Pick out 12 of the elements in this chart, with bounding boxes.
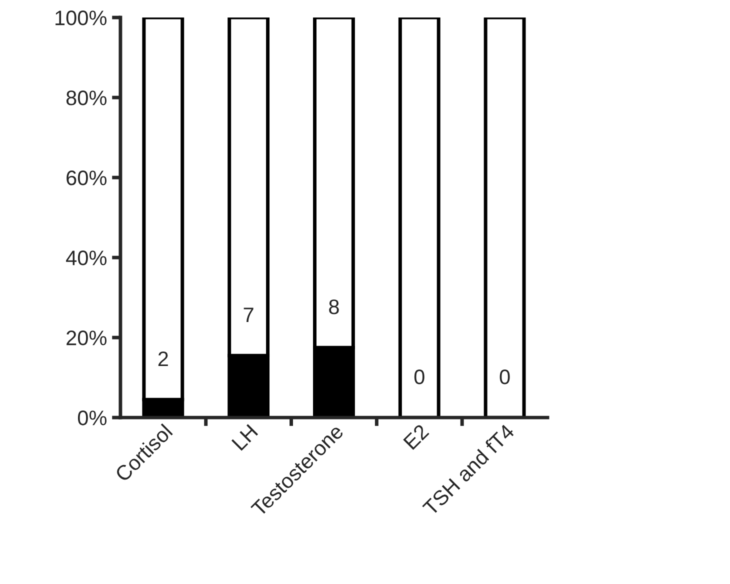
y-tick-label: 80% xyxy=(66,90,107,106)
annotation: 0 xyxy=(500,370,510,384)
annotation: 7 xyxy=(244,308,254,322)
y-tick-label: 20% xyxy=(66,330,107,346)
y-tick-label: 60% xyxy=(66,170,107,186)
y-tick-label: 40% xyxy=(66,250,107,266)
y-tick-label: 100% xyxy=(56,10,107,26)
x-tick-label: E2 xyxy=(402,424,430,450)
annotation: 2 xyxy=(158,352,168,366)
y-tick-label: 0% xyxy=(78,410,107,426)
annotation: 8 xyxy=(329,300,339,314)
annotation: 0 xyxy=(414,370,424,384)
